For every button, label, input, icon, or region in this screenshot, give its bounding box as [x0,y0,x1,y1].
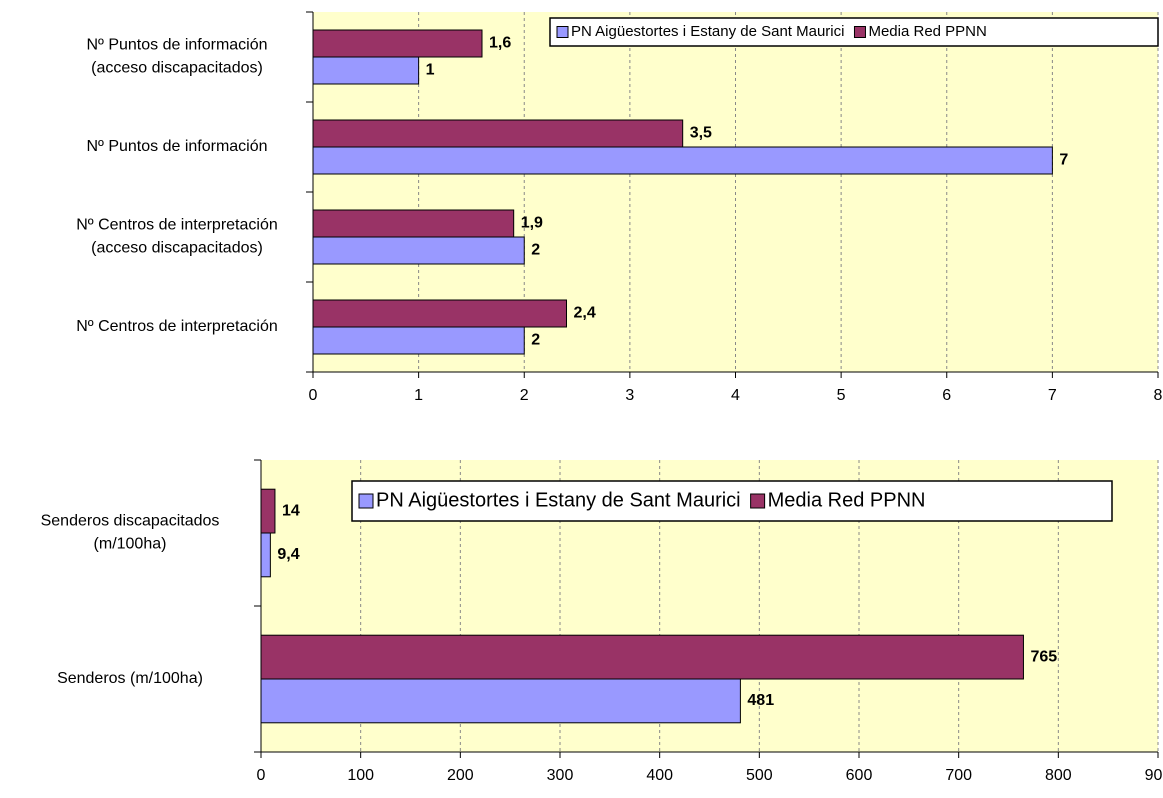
bar [260,532,271,578]
category-label: (m/100ha) [94,536,167,553]
data-label: 1 [426,62,435,79]
legend-label: Media Red PPNN [868,23,986,40]
x-tick-label: 300 [547,767,574,784]
x-tick-label: 600 [846,767,873,784]
category-label: Nº Puntos de información [86,138,267,155]
x-tick-label: 3 [625,387,634,404]
bar [260,678,741,724]
category-label: Nº Puntos de información [86,37,267,54]
x-tick-label: 4 [731,387,740,404]
legend-swatch [556,26,569,38]
x-tick-label: 400 [646,767,673,784]
category-label: Nº Centros de interpretación [76,318,278,335]
x-tick-label: 800 [1045,767,1072,784]
x-tick-label: 200 [447,767,474,784]
legend-label: Media Red PPNN [768,489,926,511]
data-label: 3,5 [690,125,712,142]
data-label: 2,4 [574,305,596,322]
legend-swatch [358,493,374,509]
x-tick-label: 0 [257,767,266,784]
bar [260,634,1024,680]
bar [312,29,483,58]
category-label: Senderos (m/100ha) [57,670,203,687]
data-label: 2 [531,242,540,259]
x-tick-label: 700 [945,767,972,784]
x-tick-label: 900 [1145,767,1163,784]
bar [312,119,684,148]
category-label: Nº Centros de interpretación [76,217,278,234]
legend-swatch [853,26,866,38]
x-tick-label: 6 [942,387,951,404]
data-label: 1,6 [489,35,511,52]
data-label: 765 [1030,648,1057,665]
legend-label: PN Aigüestortes i Estany de Sant Maurici [571,23,844,40]
data-label: 9,4 [277,546,299,563]
x-tick-label: 2 [520,387,529,404]
x-tick-label: 0 [309,387,318,404]
legend [351,480,1113,522]
legend-label: PN Aigüestortes i Estany de Sant Maurici [376,489,741,511]
category-label: (acceso discapacitados) [91,60,263,77]
data-label: 14 [282,502,300,519]
data-label: 7 [1059,152,1068,169]
category-label: Senderos discapacitados [41,513,220,530]
x-tick-label: 1 [414,387,423,404]
data-label: 481 [747,692,774,709]
bar [312,236,525,265]
x-tick-label: 7 [1048,387,1057,404]
bar [312,209,515,238]
bar [312,146,1053,175]
x-tick-label: 5 [837,387,846,404]
bar [260,488,276,534]
bar [312,299,567,328]
x-tick-label: 100 [347,767,374,784]
x-tick-label: 500 [746,767,773,784]
data-label: 2 [531,332,540,349]
x-tick-label: 8 [1154,387,1163,404]
data-label: 1,9 [521,215,543,232]
bar [312,56,420,85]
legend-swatch [750,493,766,509]
bar [312,326,525,355]
category-label: (acceso discapacitados) [91,240,263,257]
